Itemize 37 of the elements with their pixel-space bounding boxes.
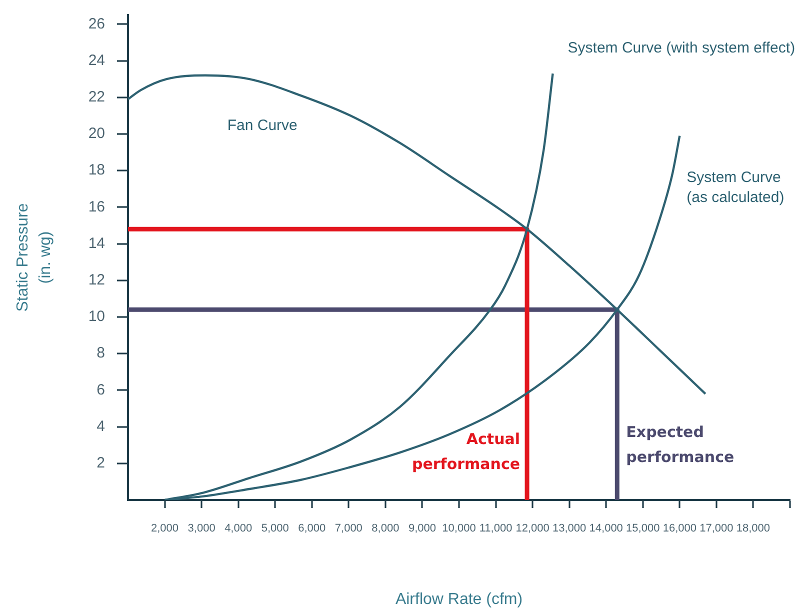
x-tick-label: 8,000 — [372, 522, 400, 535]
x-tick-label: 4,000 — [224, 522, 252, 535]
x-tick-label: 16,000 — [662, 522, 696, 535]
x-tick-label: 5,000 — [261, 522, 289, 535]
x-tick-label: 13,000 — [552, 522, 586, 535]
x-axis-title: Airflow Rate (cfm) — [395, 590, 523, 608]
x-tick-label: 11,000 — [479, 522, 512, 535]
series-label: Fan Curve — [227, 117, 298, 134]
x-tick-label: 9,000 — [408, 522, 436, 535]
y-tick-label: 24 — [88, 52, 105, 69]
y-tick-label: 14 — [88, 234, 105, 252]
x-tick-label: 14,000 — [589, 522, 623, 535]
series-label: Actual performance — [412, 430, 520, 473]
y-tick-label: 20 — [88, 125, 105, 142]
x-tick-label: 3,000 — [188, 522, 216, 535]
y-axis-title: Static Pressure (in. wg) — [14, 203, 54, 312]
y-tick-label: 8 — [96, 344, 105, 362]
y-tick-label: 22 — [88, 88, 105, 106]
x-tick-label: 12,000 — [516, 522, 550, 535]
x-tick-label: 15,000 — [626, 522, 660, 535]
y-tick-label: 26 — [88, 15, 105, 32]
x-tick-label: 7,000 — [334, 522, 362, 535]
series-label: System Curve (with system effect) — [568, 40, 796, 57]
y-tick-label: 10 — [88, 308, 105, 326]
y-tick-label: 6 — [96, 381, 105, 398]
y-tick-label: 2 — [96, 454, 105, 472]
y-tick-label: 16 — [88, 198, 105, 216]
y-tick-label: 4 — [96, 418, 105, 435]
y-tick-label: 12 — [88, 272, 105, 289]
series-label: System Curve (as calculated) — [686, 168, 784, 206]
x-tick-label: 6,000 — [298, 522, 326, 535]
x-tick-label: 10,000 — [442, 522, 476, 535]
series-label: Expected performance — [626, 422, 734, 466]
y-tick-label: 18 — [88, 162, 105, 179]
x-tick-label: 2,000 — [151, 522, 179, 535]
x-tick-label: 18,000 — [736, 522, 770, 535]
x-tick-label: 17,000 — [700, 522, 734, 535]
